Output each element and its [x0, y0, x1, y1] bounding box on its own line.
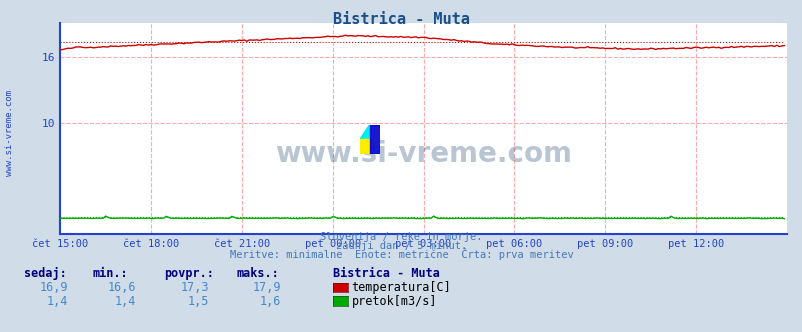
- Text: pretok[m3/s]: pretok[m3/s]: [351, 295, 436, 308]
- Polygon shape: [369, 124, 379, 154]
- Text: Bistrica - Muta: Bistrica - Muta: [333, 267, 439, 280]
- Text: Bistrica - Muta: Bistrica - Muta: [333, 12, 469, 27]
- Polygon shape: [359, 139, 369, 154]
- Polygon shape: [359, 124, 369, 139]
- Text: 17,9: 17,9: [253, 281, 281, 294]
- Text: 1,5: 1,5: [187, 295, 209, 308]
- Text: maks.:: maks.:: [237, 267, 279, 280]
- Text: sedaj:: sedaj:: [24, 267, 67, 280]
- Text: 1,6: 1,6: [259, 295, 281, 308]
- Text: 1,4: 1,4: [115, 295, 136, 308]
- Text: povpr.:: povpr.:: [164, 267, 214, 280]
- Text: temperatura[C]: temperatura[C]: [351, 281, 451, 294]
- Text: 17,3: 17,3: [180, 281, 209, 294]
- Text: Meritve: minimalne  Enote: metrične  Črta: prva meritev: Meritve: minimalne Enote: metrične Črta:…: [229, 248, 573, 260]
- Text: Slovenija / reke in morje.: Slovenija / reke in morje.: [320, 232, 482, 242]
- Text: 16,9: 16,9: [40, 281, 68, 294]
- Text: 16,6: 16,6: [108, 281, 136, 294]
- Text: www.si-vreme.com: www.si-vreme.com: [5, 90, 14, 176]
- Text: zadnji dan / 5 minut.: zadnji dan / 5 minut.: [335, 241, 467, 251]
- Text: min.:: min.:: [92, 267, 128, 280]
- Text: 1,4: 1,4: [47, 295, 68, 308]
- Text: www.si-vreme.com: www.si-vreme.com: [275, 140, 571, 168]
